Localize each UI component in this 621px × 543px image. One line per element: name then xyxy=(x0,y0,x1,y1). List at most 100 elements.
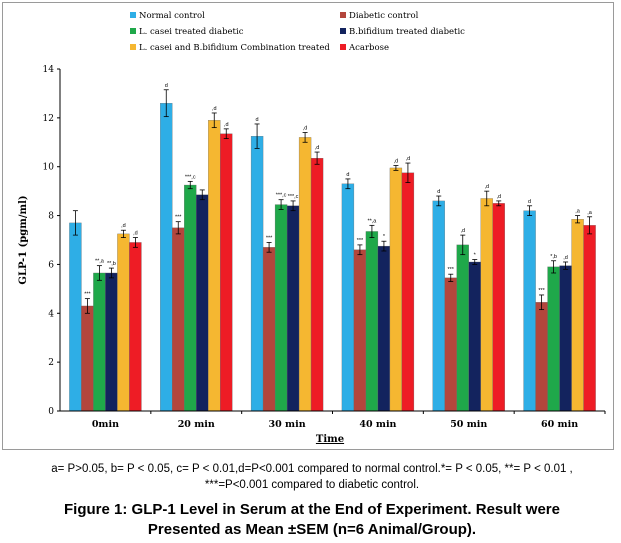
bar-6-20min xyxy=(220,133,233,412)
legend-label-6: Acarbose xyxy=(348,43,389,53)
footnote-line-1: a= P>0.05, b= P < 0.05, c= P < 0.01,d=P<… xyxy=(51,463,573,475)
bar-2-0min xyxy=(81,305,94,412)
bar-3-20min xyxy=(184,184,197,412)
data-label: d xyxy=(437,189,440,195)
data-label: ,d xyxy=(315,145,320,151)
y-tick-label: 6 xyxy=(48,260,54,270)
bar-2-40min xyxy=(353,249,367,412)
bar-4-60min xyxy=(559,265,572,412)
bars: *****,a **,b,d,dd******,c,d,dd******,c ***… xyxy=(69,83,596,412)
x-tick-label: 30 min xyxy=(269,419,306,430)
data-label: *,b xyxy=(550,254,557,260)
bar-6-50min xyxy=(492,203,505,412)
legend: Normal control Diabetic control L. casei t… xyxy=(130,11,465,53)
y-tick-label: 8 xyxy=(48,212,54,222)
bar-6-40min xyxy=(401,172,415,412)
data-label: ,d xyxy=(394,158,399,164)
x-tick-label: 0min xyxy=(92,419,119,430)
legend-label-4: B.bifidium treated diabetic xyxy=(349,27,465,37)
bar-4-40min xyxy=(377,245,391,412)
data-label: **,a xyxy=(95,259,105,265)
data-label: *** xyxy=(538,288,545,294)
bar-1-20min xyxy=(160,103,173,412)
y-tick-label: 2 xyxy=(48,358,54,368)
data-label: ,d xyxy=(212,106,217,112)
footnote-line-2: ***=P<0.001 compared to diabetic control… xyxy=(204,479,420,491)
data-label: ***,c xyxy=(276,193,287,199)
legend-swatch-4 xyxy=(340,28,346,34)
data-label: *** xyxy=(266,235,273,241)
legend-label-5: L. casei and B.bifidium Combination trea… xyxy=(139,43,330,53)
data-label: **,a xyxy=(367,218,377,224)
data-label: * xyxy=(474,253,477,259)
data-label: ,d xyxy=(563,255,568,261)
bar-2-60min xyxy=(535,302,548,412)
bar-1-30min xyxy=(250,136,264,412)
data-label: *** xyxy=(448,267,455,273)
data-label: * xyxy=(383,234,386,240)
bar-4-30min xyxy=(286,205,300,412)
y-axis: 0 2 4 6 8 10 12 14 xyxy=(43,65,61,417)
legend-label-2: Diabetic control xyxy=(349,11,419,21)
data-label: ,a xyxy=(587,210,593,216)
bar-5-0min xyxy=(117,233,130,412)
bar-4-50min xyxy=(468,261,481,412)
y-tick-label: 10 xyxy=(43,163,55,173)
data-label: ,d xyxy=(496,194,501,200)
y-tick-label: 4 xyxy=(48,309,54,319)
bar-5-20min xyxy=(208,120,221,412)
x-axis: 0min 20 min 30 min 40 min 50 min 60 min xyxy=(60,410,606,430)
bar-3-30min xyxy=(274,204,288,412)
data-label: ***,c xyxy=(288,194,299,200)
legend-swatch-5 xyxy=(130,44,136,50)
chart-frame xyxy=(2,2,614,450)
legend-swatch-6 xyxy=(340,44,346,50)
data-label: **,b xyxy=(107,261,116,267)
bar-2-50min xyxy=(444,277,457,412)
data-label: d xyxy=(256,117,259,123)
data-label: ,d xyxy=(460,228,465,234)
data-label: ,d xyxy=(484,184,489,190)
bar-1-0min xyxy=(69,222,82,412)
bar-3-40min xyxy=(365,231,379,412)
bar-6-0min xyxy=(129,242,142,412)
legend-swatch-3 xyxy=(130,28,136,34)
glp1-bar-chart: Normal control Diabetic control L. casei t… xyxy=(18,11,606,445)
data-label: ,d xyxy=(303,126,308,132)
bar-5-60min xyxy=(571,219,584,412)
bar-3-60min xyxy=(547,266,560,412)
caption-line-2: Presented as Mean ±SEM (n=6 Animal/Group… xyxy=(147,521,477,538)
legend-label-3: L. casei treated diabetic xyxy=(139,27,244,37)
bar-5-30min xyxy=(298,137,312,412)
y-axis-title: GLP-1 (pgm/ml) xyxy=(18,195,29,284)
data-label: ,a xyxy=(575,209,581,215)
bar-4-20min xyxy=(196,194,209,412)
x-tick-label: 60 min xyxy=(541,419,578,430)
x-axis-title: Time xyxy=(316,434,344,445)
data-label: ,d xyxy=(133,231,138,237)
data-label: *** xyxy=(175,215,182,221)
data-label: d xyxy=(346,172,349,178)
legend-label-1: Normal control xyxy=(139,11,205,21)
data-label: d xyxy=(528,199,531,205)
x-tick-label: 50 min xyxy=(450,419,487,430)
data-label: *** xyxy=(84,292,91,298)
data-label: ***,c xyxy=(185,174,196,180)
data-label: ,d xyxy=(406,156,411,162)
bar-6-60min xyxy=(583,225,596,412)
x-tick-label: 20 min xyxy=(178,419,215,430)
caption-line-1: Figure 1: GLP-1 Level in Serum at the En… xyxy=(64,501,560,518)
data-label: ,d xyxy=(224,122,229,128)
footnote: a= P>0.05, b= P < 0.05, c= P < 0.01,d=P<… xyxy=(6,461,618,493)
bar-1-60min xyxy=(523,210,536,412)
bar-5-40min xyxy=(389,167,403,412)
data-label: d xyxy=(165,83,168,89)
legend-swatch-1 xyxy=(130,12,136,18)
bar-2-20min xyxy=(172,227,185,412)
bar-6-30min xyxy=(310,158,324,412)
y-tick-label: 0 xyxy=(48,407,54,417)
bar-2-30min xyxy=(262,247,276,412)
y-tick-label: 12 xyxy=(43,114,54,124)
y-tick-label: 14 xyxy=(43,65,55,75)
bar-5-50min xyxy=(480,198,493,412)
